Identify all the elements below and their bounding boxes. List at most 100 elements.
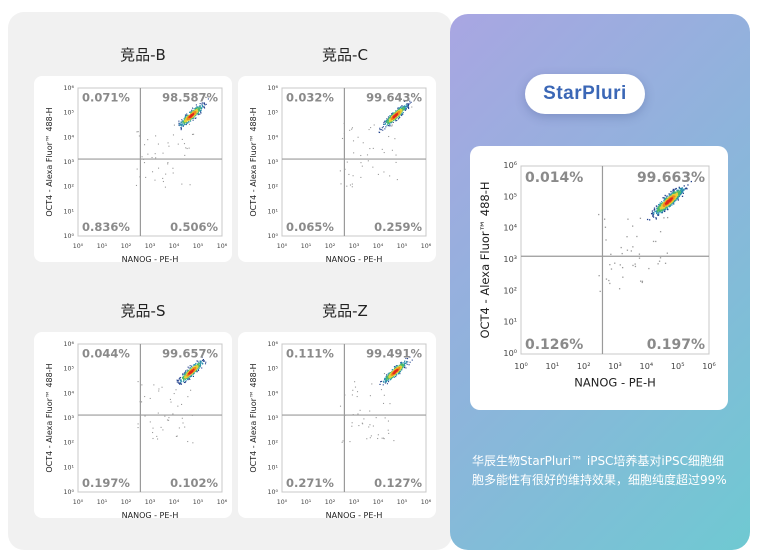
event-dot: [667, 198, 669, 201]
event-dot: [406, 105, 409, 107]
x-tick-label: 10¹: [301, 243, 312, 250]
event-dot: [598, 213, 600, 216]
event-dot: [388, 120, 390, 122]
event-dot: [660, 201, 663, 203]
event-dot: [399, 367, 401, 369]
event-dot: [181, 183, 183, 185]
event-dot: [184, 116, 186, 118]
event-dot: [401, 361, 403, 364]
event-dot: [387, 420, 389, 422]
event-dot: [639, 217, 642, 219]
event-dot: [176, 435, 178, 437]
event-dot: [382, 380, 385, 382]
event-dot: [673, 189, 675, 191]
event-dot: [401, 368, 403, 370]
event-dot: [680, 191, 683, 193]
event-dot: [405, 361, 407, 363]
event-dot: [188, 378, 190, 380]
event-dot: [186, 120, 188, 122]
event-dot: [197, 109, 199, 111]
event-dot: [141, 401, 143, 403]
event-dot: [362, 423, 364, 425]
event-dot: [389, 403, 391, 405]
event-dot: [394, 118, 396, 121]
event-dot: [402, 364, 404, 366]
event-dot: [351, 425, 353, 427]
event-dot: [190, 112, 192, 114]
event-dot: [189, 184, 191, 186]
event-dot: [634, 265, 637, 268]
event-dot: [198, 109, 200, 111]
event-dot: [656, 210, 659, 212]
event-dot: [166, 419, 169, 421]
event-dot: [392, 121, 394, 123]
event-dot: [626, 249, 629, 251]
event-dot: [663, 208, 665, 211]
x-axis-label: NANOG - PE-H: [122, 255, 179, 262]
event-dot: [191, 110, 193, 112]
event-dot: [377, 173, 379, 175]
event-dot: [678, 187, 681, 190]
event-dot: [368, 426, 370, 428]
event-dot: [662, 197, 664, 199]
event-dot: [391, 125, 393, 127]
x-tick-label: 10⁴: [169, 243, 180, 250]
event-dot: [653, 213, 655, 215]
event-dot: [669, 194, 671, 196]
event-dot: [652, 240, 655, 243]
event-dot: [679, 193, 682, 196]
event-dot: [186, 147, 188, 150]
event-dot: [383, 373, 386, 375]
event-dot: [193, 370, 195, 372]
event-dot: [192, 119, 194, 121]
quadrant-label-ll: 0.836%: [82, 220, 130, 234]
event-dot: [369, 424, 371, 426]
x-tick-label: 10⁰: [73, 499, 84, 506]
event-dot: [340, 183, 342, 185]
event-dot: [381, 380, 383, 382]
event-dot: [193, 114, 195, 116]
event-dot: [204, 363, 207, 365]
event-dot: [178, 383, 181, 385]
event-dot: [674, 188, 676, 190]
event-dot: [182, 125, 184, 127]
event-dot: [366, 438, 368, 440]
event-dot: [397, 113, 399, 115]
event-dot: [381, 437, 383, 439]
event-dot: [192, 116, 194, 118]
event-dot: [373, 124, 375, 126]
event-dot: [653, 207, 656, 209]
plot-title-b: 竞品-B: [120, 46, 166, 64]
flow-plot-z: 10⁰ 10⁰ 10¹ 10¹ 10² 10² 10³ 10³ 10⁴ 10⁴ 10⁵ 10⁵ 10⁶ 1…: [249, 341, 432, 520]
event-dot: [185, 123, 187, 125]
event-dot: [189, 376, 191, 378]
x-tick-label: 10⁰: [277, 243, 288, 250]
event-dot: [198, 108, 200, 110]
event-dot: [183, 143, 186, 145]
flow-plot-c: 10⁰ 10⁰ 10¹ 10¹ 10² 10² 10³ 10³ 10⁴ 10⁴ 10⁵ 10⁵ 10⁶ 1…: [249, 85, 432, 264]
event-dot: [681, 189, 684, 191]
event-dot: [181, 121, 183, 123]
y-tick-label: 10²: [64, 184, 75, 191]
y-tick-label: 10⁵: [503, 191, 517, 201]
event-dot: [180, 127, 182, 129]
event-dot: [387, 375, 389, 377]
event-dot: [155, 157, 157, 159]
event-dot: [191, 370, 194, 372]
event-dot: [183, 379, 185, 382]
y-tick-label: 10³: [503, 254, 517, 264]
event-dot: [392, 118, 394, 120]
event-dot: [182, 120, 184, 122]
event-dot: [183, 379, 185, 381]
event-dot: [176, 379, 178, 381]
event-dot: [206, 96, 208, 98]
event-dot: [405, 104, 407, 106]
x-tick-label: 10³: [145, 243, 156, 250]
event-dot: [386, 125, 388, 127]
event-dot: [195, 107, 197, 109]
event-dot: [389, 376, 391, 379]
event-dot: [664, 262, 667, 264]
event-dot: [185, 381, 187, 383]
x-tick-label: 10⁵: [193, 243, 204, 250]
event-dot: [405, 108, 407, 110]
